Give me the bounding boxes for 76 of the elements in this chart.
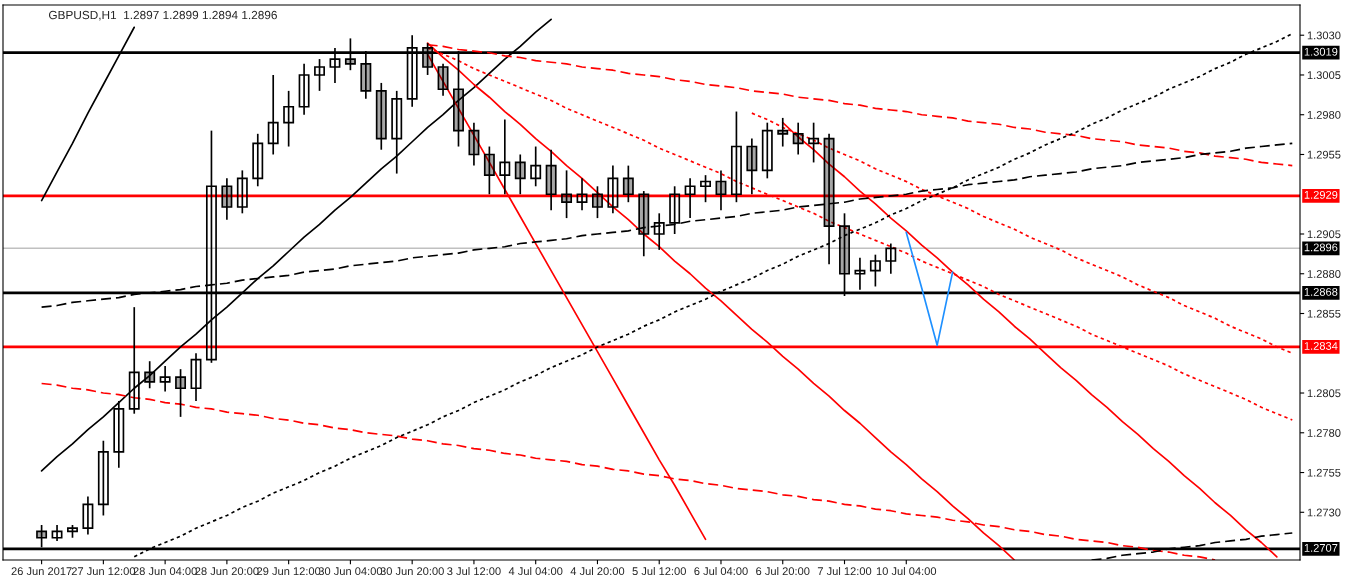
candlestick: [221, 177, 233, 221]
candlestick: [437, 63, 449, 97]
candlestick: [669, 185, 681, 235]
x-tick-label: 26 Jun 2017: [11, 567, 72, 576]
x-tick-label: 7 Jul 12:00: [817, 566, 872, 576]
candlestick: [561, 169, 573, 219]
candlestick: [638, 190, 650, 258]
candlestick: [885, 242, 897, 275]
candlestick: [97, 439, 109, 517]
candlestick: [468, 121, 480, 167]
candlestick: [730, 110, 742, 204]
ref-line-label: 1.2896: [1304, 243, 1338, 252]
candlestick: [144, 360, 156, 390]
x-tick-label: 6 Jul 20:00: [756, 566, 810, 576]
ref-line-label: 1.2834: [1304, 342, 1338, 350]
candlestick: [777, 117, 789, 148]
y-tick-label: 1.3030: [1307, 31, 1341, 40]
line-series: [905, 231, 954, 347]
candlestick: [375, 82, 387, 151]
candlestick: [514, 153, 526, 196]
candlestick: [252, 132, 264, 188]
candlestick: [530, 145, 542, 188]
y-tick-label: 1.2755: [1307, 468, 1341, 477]
candlestick: [684, 177, 696, 219]
candlestick: [653, 212, 665, 251]
candlestick: [607, 164, 619, 215]
candlestick: [391, 90, 403, 175]
y-tick-label: 1.2955: [1307, 150, 1341, 159]
candlestick: [82, 495, 94, 536]
candlestick: [236, 169, 248, 215]
candlestick: [267, 74, 279, 156]
ref-line-label: 1.2707: [1304, 543, 1338, 552]
x-tick-label: 3 Jul 12:00: [447, 566, 501, 576]
chart-title: GBPUSD,H1 1.2897 1.2899 1.2894 1.2896: [48, 10, 277, 21]
candlestick: [175, 368, 187, 418]
ref-line-label: 1.2929: [1304, 190, 1338, 199]
y-tick-label: 1.3005: [1307, 71, 1341, 80]
candlestick: [113, 400, 125, 469]
candlestick: [128, 306, 140, 415]
y-tick-label: 1.2905: [1307, 230, 1341, 239]
candlestick: [761, 121, 773, 180]
x-tick-label: 30 Jun 20:00: [380, 567, 444, 576]
candlestick: [591, 185, 603, 219]
y-tick-label: 1.2880: [1307, 270, 1341, 278]
x-tick-label: 4 Jul 20:00: [570, 566, 625, 576]
x-tick-label: 28 Jun 20:00: [195, 567, 259, 576]
candlestick: [51, 524, 63, 542]
x-tick-label: 10 Jul 04:00: [876, 566, 937, 576]
candlestick: [483, 145, 495, 196]
candlestick: [808, 121, 820, 164]
candlestick: [746, 137, 758, 196]
x-tick-label: 5 Jul 12:00: [632, 566, 686, 576]
x-tick-label: 4 Jul 04:00: [508, 566, 563, 576]
x-tick-label: 28 Jun 04:00: [133, 567, 197, 576]
y-tick-label: 1.2780: [1307, 429, 1341, 437]
candlestick: [159, 365, 171, 393]
candlestick: [298, 63, 310, 116]
candlestick: [545, 148, 557, 211]
ref-line-label: 1.2868: [1304, 287, 1338, 296]
candlestick: [715, 169, 727, 211]
candlestick: [869, 253, 881, 288]
y-tick-label: 1.2730: [1307, 508, 1341, 517]
candlestick: [576, 177, 588, 211]
candlestick: [283, 90, 295, 148]
candlestick: [499, 118, 511, 196]
x-tick-label: 29 Jun 12:00: [257, 567, 321, 576]
candlestick: [190, 352, 202, 402]
y-tick-label: 1.2855: [1307, 309, 1341, 318]
y-tick-label: 1.2805: [1307, 389, 1341, 398]
ref-line-label: 1.3019: [1304, 47, 1338, 56]
x-tick-label: 6 Jul 04:00: [694, 566, 748, 576]
candlestick: [700, 174, 712, 204]
y-tick-label: 1.2980: [1307, 111, 1341, 119]
candlestick: [314, 58, 325, 92]
candlestick: [622, 164, 634, 204]
candlestick: [792, 121, 804, 156]
